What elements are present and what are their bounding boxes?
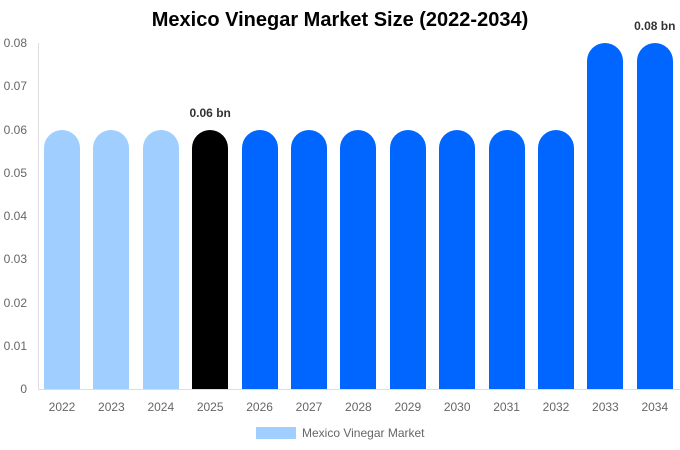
y-tick-label: 0 (20, 382, 27, 396)
x-tick-label: 2034 (641, 400, 669, 414)
bar-2024[interactable] (142, 129, 179, 389)
x-tick-label: 2023 (98, 400, 125, 414)
x-tick-label: 2028 (345, 400, 372, 414)
x-tick-label: 2024 (147, 400, 175, 414)
chart-title: Mexico Vinegar Market Size (2022-2034) (151, 9, 529, 31)
x-tick-label: 2025 (196, 400, 224, 414)
y-tick-label: 0.05 (3, 165, 27, 180)
x-tick-label: 2026 (246, 400, 273, 414)
bar-2030[interactable] (439, 129, 476, 389)
bar-2027[interactable] (291, 129, 327, 389)
x-tick-label: 2022 (48, 400, 76, 414)
y-tick-label: 0.03 (3, 252, 27, 267)
x-tick-label: 2033 (592, 400, 619, 414)
y-tick-label: 0.01 (3, 338, 27, 353)
bar-2034[interactable] (636, 43, 673, 389)
bar-2023[interactable] (93, 129, 130, 389)
legend-label: Mexico Vinegar Market (302, 426, 425, 440)
x-tick-label: 2030 (443, 400, 471, 414)
legend[interactable]: Mexico Vinegar Market (256, 426, 425, 440)
data-label-2025: 0.06 bn (189, 105, 231, 120)
x-axis-line (38, 389, 680, 390)
y-tick-label: 0.04 (3, 209, 27, 223)
x-tick-label: 2031 (493, 400, 520, 414)
bar-2031[interactable] (488, 129, 525, 389)
bar-2025[interactable] (192, 129, 229, 389)
bar-2026[interactable] (241, 129, 278, 389)
legend-swatch (256, 427, 296, 439)
y-tick-label: 0.07 (3, 79, 27, 94)
y-axis-line (38, 43, 39, 390)
bar-2032[interactable] (538, 129, 574, 389)
bar-2028[interactable] (340, 129, 377, 389)
y-tick-label: 0.06 (3, 122, 27, 137)
x-tick-label: 2029 (394, 400, 422, 414)
bar-2033[interactable] (587, 43, 624, 389)
y-tick-label: 0.08 (3, 36, 27, 50)
data-label-2034: 0.08 bn (634, 19, 676, 33)
bar-2022[interactable] (44, 129, 80, 389)
bar-2029[interactable] (389, 129, 426, 389)
y-tick-label: 0.02 (3, 295, 27, 310)
x-tick-label: 2027 (295, 400, 323, 414)
x-tick-label: 2032 (542, 400, 570, 414)
